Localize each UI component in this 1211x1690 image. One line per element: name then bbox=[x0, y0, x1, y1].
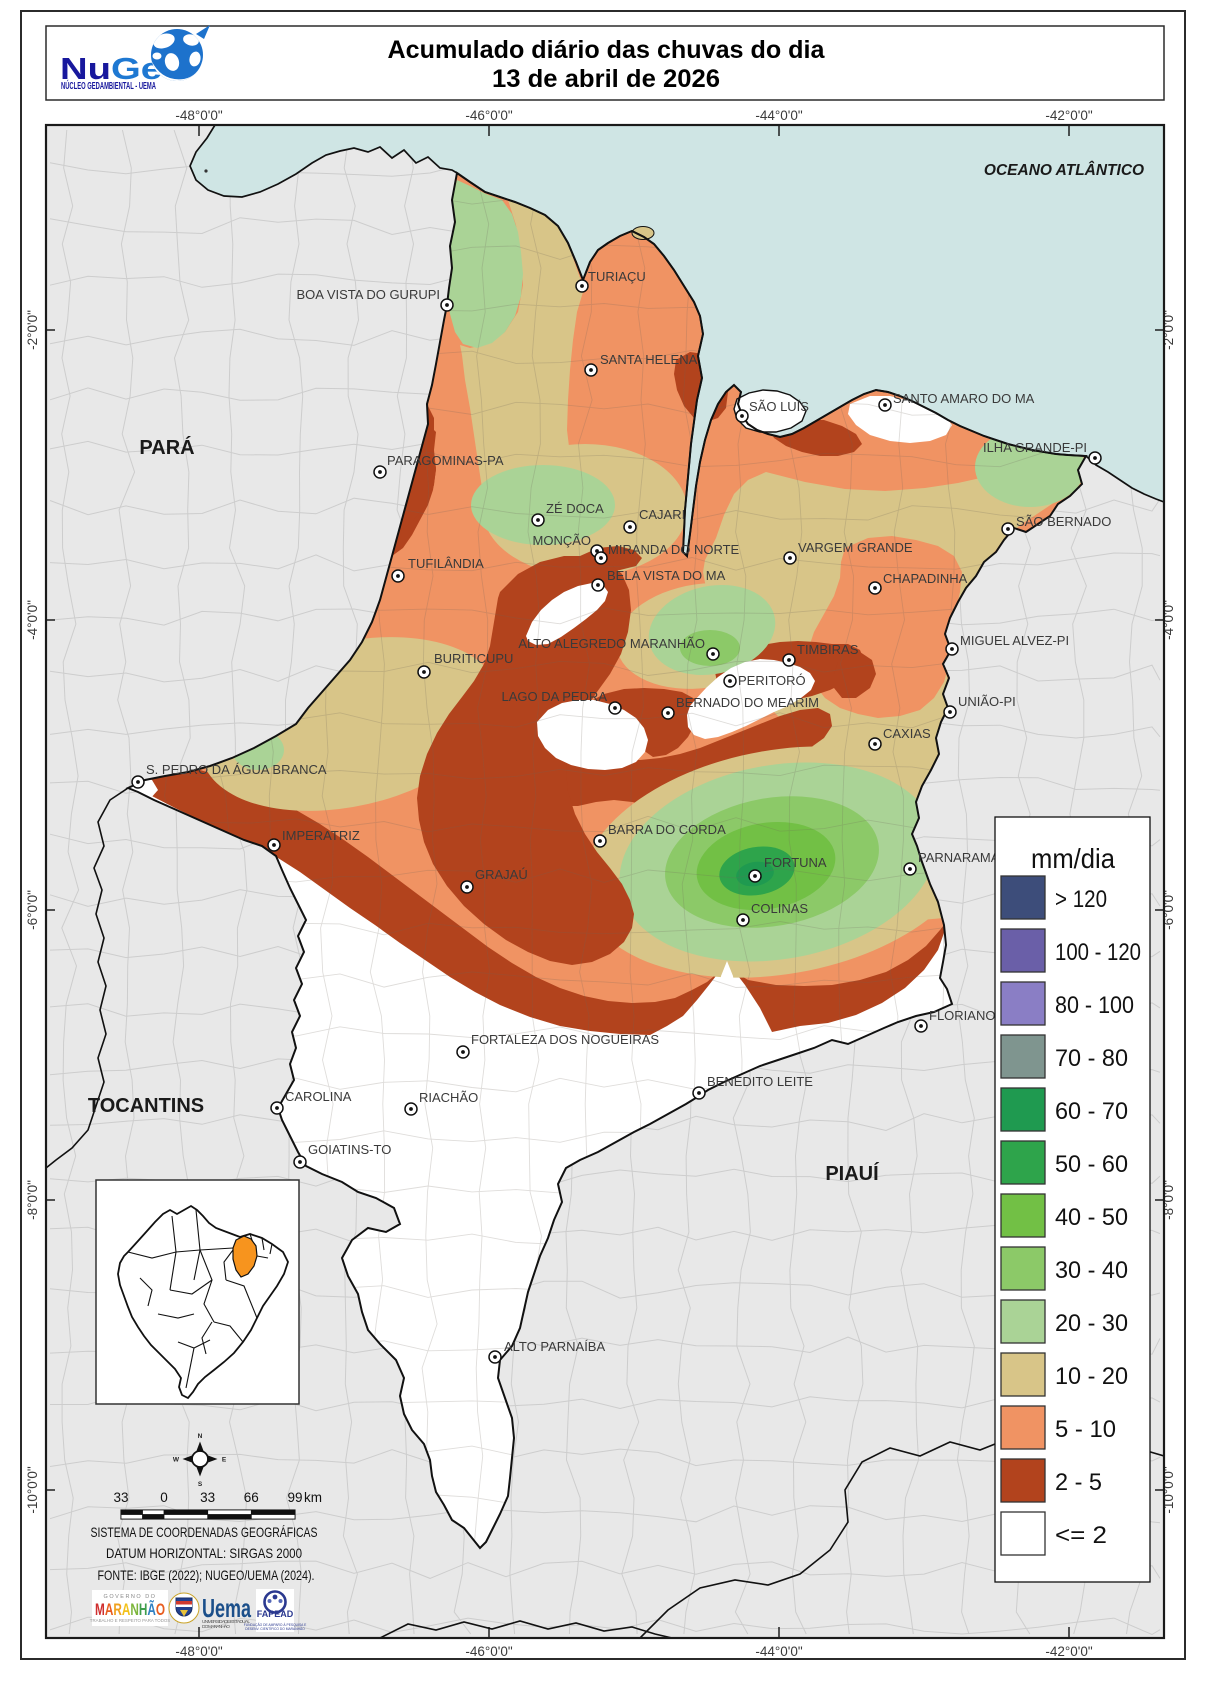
svg-text:-46°0'0": -46°0'0" bbox=[465, 108, 513, 123]
svg-text:SÃO LUÍS: SÃO LUÍS bbox=[749, 399, 809, 414]
svg-text:W: W bbox=[173, 1457, 180, 1464]
svg-text:DESENV. CIENTÍFICO DO MARANHÃO: DESENV. CIENTÍFICO DO MARANHÃO bbox=[245, 1626, 305, 1631]
svg-text:COLINAS: COLINAS bbox=[751, 901, 808, 916]
svg-text:OCEANO ATLÂNTICO: OCEANO ATLÂNTICO bbox=[984, 161, 1144, 179]
svg-text:IMPERATRIZ: IMPERATRIZ bbox=[282, 828, 360, 843]
svg-text:FLORIANO: FLORIANO bbox=[929, 1008, 995, 1023]
svg-text:TURIAÇU: TURIAÇU bbox=[588, 269, 646, 284]
svg-text:-42°0'0": -42°0'0" bbox=[1045, 108, 1093, 123]
svg-text:RIACHÃO: RIACHÃO bbox=[419, 1090, 478, 1105]
svg-text:0: 0 bbox=[160, 1490, 168, 1505]
svg-text:NÚCLEO GEDAMBIENTAL - UEMA: NÚCLEO GEDAMBIENTAL - UEMA bbox=[61, 79, 156, 92]
svg-text:GRAJAÚ: GRAJAÚ bbox=[475, 867, 528, 882]
svg-text:-48°0'0": -48°0'0" bbox=[175, 108, 223, 123]
svg-text:TRABALHO E RESPEITO PARA TODOS: TRABALHO E RESPEITO PARA TODOS bbox=[90, 1618, 171, 1623]
svg-text:ALTO ALEGREDO MARANHÃO: ALTO ALEGREDO MARANHÃO bbox=[518, 636, 705, 651]
svg-text:> 120: > 120 bbox=[1055, 886, 1107, 913]
svg-text:VARGEM GRANDE: VARGEM GRANDE bbox=[798, 540, 913, 555]
svg-text:DO MARANHÃO: DO MARANHÃO bbox=[202, 1623, 230, 1630]
svg-text:TUFILÂNDIA: TUFILÂNDIA bbox=[408, 556, 484, 571]
svg-text:FORTUNA: FORTUNA bbox=[764, 855, 827, 870]
svg-text:TOCANTINS: TOCANTINS bbox=[88, 1095, 204, 1117]
svg-text:66: 66 bbox=[244, 1490, 259, 1505]
svg-text:PARAGOMINAS-PA: PARAGOMINAS-PA bbox=[387, 453, 504, 468]
svg-text:N: N bbox=[198, 1433, 203, 1440]
svg-text:Acumulado diário das chuvas do: Acumulado diário das chuvas do dia bbox=[388, 36, 826, 64]
svg-text:MIGUEL ALVEZ-PI: MIGUEL ALVEZ-PI bbox=[960, 633, 1069, 648]
svg-text:BURITICUPU: BURITICUPU bbox=[434, 651, 513, 666]
svg-text:TIMBIRAS: TIMBIRAS bbox=[797, 642, 859, 657]
svg-text:50 - 60: 50 - 60 bbox=[1055, 1151, 1128, 1178]
svg-text:10 - 20: 10 - 20 bbox=[1055, 1363, 1128, 1390]
svg-text:33: 33 bbox=[113, 1490, 128, 1505]
svg-text:LAGO DA PEDRA: LAGO DA PEDRA bbox=[502, 689, 608, 704]
svg-text:CAJARI: CAJARI bbox=[639, 507, 685, 522]
svg-text:MONÇÃO: MONÇÃO bbox=[533, 533, 592, 548]
svg-text:S. PEDRO DA ÁGUA BRANCA: S. PEDRO DA ÁGUA BRANCA bbox=[146, 762, 327, 777]
svg-text:mm/dia: mm/dia bbox=[1031, 843, 1115, 874]
svg-text:ZÉ DOCA: ZÉ DOCA bbox=[546, 501, 604, 516]
svg-text:PERITORÓ: PERITORÓ bbox=[738, 673, 806, 688]
svg-text:<= 2: <= 2 bbox=[1055, 1522, 1107, 1549]
svg-text:MIRANDA DO NORTE: MIRANDA DO NORTE bbox=[608, 542, 740, 557]
svg-text:SISTEMA DE COORDENADAS GEOGRÁF: SISTEMA DE COORDENADAS GEOGRÁFICAS bbox=[91, 1524, 318, 1540]
svg-text:PARNARAMA: PARNARAMA bbox=[918, 850, 1000, 865]
svg-text:-2°0'0": -2°0'0" bbox=[25, 310, 40, 350]
svg-text:60 - 70: 60 - 70 bbox=[1055, 1098, 1128, 1125]
svg-text:km: km bbox=[304, 1490, 322, 1505]
svg-text:80 - 100: 80 - 100 bbox=[1055, 992, 1134, 1019]
svg-text:GOIATINS-TO: GOIATINS-TO bbox=[308, 1142, 391, 1157]
svg-text:DATUM HORIZONTAL: SIRGAS 2000: DATUM HORIZONTAL: SIRGAS 2000 bbox=[106, 1545, 302, 1561]
svg-text:BARRA DO CORDA: BARRA DO CORDA bbox=[608, 822, 726, 837]
svg-text:40 - 50: 40 - 50 bbox=[1055, 1204, 1128, 1231]
svg-text:5 - 10: 5 - 10 bbox=[1055, 1416, 1116, 1443]
svg-text:PARÁ: PARÁ bbox=[139, 436, 194, 459]
svg-text:SÃO BERNADO: SÃO BERNADO bbox=[1016, 514, 1111, 529]
svg-text:Uema: Uema bbox=[202, 1593, 251, 1623]
svg-text:BENEDITO LEITE: BENEDITO LEITE bbox=[707, 1074, 813, 1089]
svg-text:BOA VISTA DO GURUPI: BOA VISTA DO GURUPI bbox=[296, 287, 440, 302]
svg-text:BELA VISTA DO MA: BELA VISTA DO MA bbox=[607, 568, 726, 583]
svg-text:-8°0'0": -8°0'0" bbox=[25, 1180, 40, 1220]
svg-text:-42°0'0": -42°0'0" bbox=[1045, 1644, 1093, 1659]
svg-text:-6°0'0": -6°0'0" bbox=[25, 890, 40, 930]
svg-text:S: S bbox=[198, 1481, 203, 1488]
svg-text:FAPEAD: FAPEAD bbox=[257, 1609, 294, 1619]
svg-text:30 - 40: 30 - 40 bbox=[1055, 1257, 1128, 1284]
svg-text:PIAUÍ: PIAUÍ bbox=[825, 1162, 879, 1185]
svg-text:CAROLINA: CAROLINA bbox=[285, 1089, 352, 1104]
svg-text:-44°0'0": -44°0'0" bbox=[755, 1644, 803, 1659]
svg-text:99: 99 bbox=[287, 1490, 302, 1505]
svg-text:20 - 30: 20 - 30 bbox=[1055, 1310, 1128, 1337]
svg-text:100 - 120: 100 - 120 bbox=[1055, 939, 1141, 966]
svg-text:E: E bbox=[222, 1457, 227, 1464]
svg-text:13 de abril de 2026: 13 de abril de 2026 bbox=[492, 65, 720, 93]
svg-text:CHAPADINHA: CHAPADINHA bbox=[883, 571, 968, 586]
svg-text:-10°0'0": -10°0'0" bbox=[25, 1466, 40, 1514]
svg-text:33: 33 bbox=[200, 1490, 215, 1505]
svg-text:UNIÃO-PI: UNIÃO-PI bbox=[958, 694, 1016, 709]
svg-text:UNIVERSIDADE ESTADUAL: UNIVERSIDADE ESTADUAL bbox=[202, 1619, 250, 1625]
svg-text:-46°0'0": -46°0'0" bbox=[465, 1644, 513, 1659]
svg-text:MARANHÃO: MARANHÃO bbox=[95, 1599, 165, 1619]
svg-text:FORTALEZA DOS NOGUEIRAS: FORTALEZA DOS NOGUEIRAS bbox=[471, 1032, 659, 1047]
svg-text:2 - 5: 2 - 5 bbox=[1055, 1469, 1102, 1496]
svg-text:-44°0'0": -44°0'0" bbox=[755, 108, 803, 123]
svg-text:70 - 80: 70 - 80 bbox=[1055, 1045, 1128, 1072]
svg-text:-4°0'0": -4°0'0" bbox=[25, 600, 40, 640]
svg-text:-48°0'0": -48°0'0" bbox=[175, 1644, 223, 1659]
svg-text:ILHA GRANDE-PI: ILHA GRANDE-PI bbox=[983, 440, 1087, 455]
svg-text:FONTE: IBGE (2022); NUGEO/UEMA: FONTE: IBGE (2022); NUGEO/UEMA (2024). bbox=[98, 1567, 315, 1583]
svg-text:BERNADO DO MEARIM: BERNADO DO MEARIM bbox=[676, 695, 819, 710]
svg-text:SANTA HELENA: SANTA HELENA bbox=[600, 352, 698, 367]
svg-text:GOVERNO DO: GOVERNO DO bbox=[104, 1594, 157, 1600]
svg-text:SANTO AMARO DO MA: SANTO AMARO DO MA bbox=[893, 391, 1035, 406]
svg-text:FUNDAÇÃO DE AMPARO À PESQUISA: FUNDAÇÃO DE AMPARO À PESQUISA E bbox=[244, 1622, 307, 1627]
svg-text:CAXIAS: CAXIAS bbox=[883, 726, 931, 741]
svg-text:ALTO PARNAÍBA: ALTO PARNAÍBA bbox=[504, 1339, 605, 1354]
